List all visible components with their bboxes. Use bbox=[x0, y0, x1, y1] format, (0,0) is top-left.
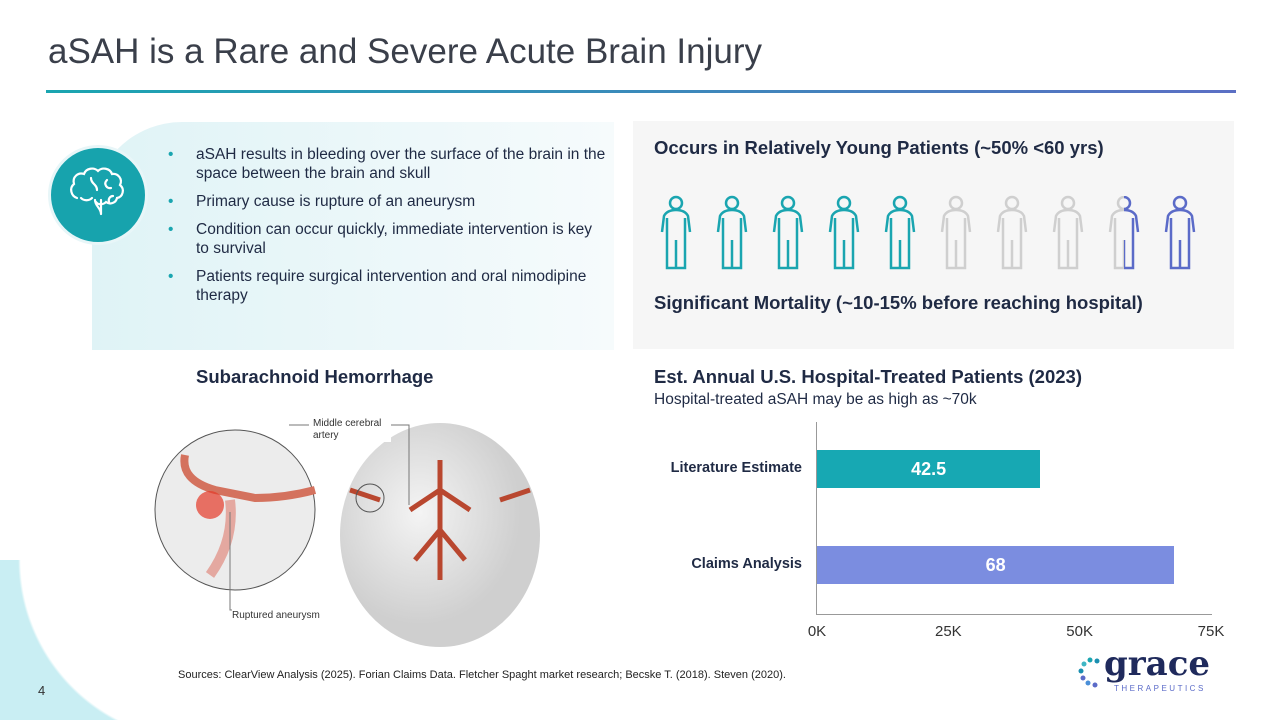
x-tick-label: 0K bbox=[807, 623, 827, 640]
sources-footnote: Sources: ClearView Analysis (2025). Fori… bbox=[178, 669, 786, 681]
artery-label: Middle cerebral artery bbox=[313, 418, 391, 442]
person-figure bbox=[884, 195, 916, 270]
page-number: 4 bbox=[38, 683, 46, 698]
x-tick-label: 25K bbox=[934, 623, 962, 640]
person-figure bbox=[940, 195, 972, 270]
category-label: Claims Analysis bbox=[691, 556, 802, 572]
fact-item: aSAH results in bleeding over the surfac… bbox=[168, 145, 608, 183]
x-axis-line bbox=[816, 614, 1212, 615]
illustration-heading: Subarachnoid Hemorrhage bbox=[196, 366, 434, 387]
fact-list: aSAH results in bleeding over the surfac… bbox=[168, 145, 608, 314]
brain-icon bbox=[48, 145, 148, 245]
grace-logo-wordmark: grace bbox=[1104, 644, 1211, 684]
fact-item: Primary cause is rupture of an aneurysm bbox=[168, 192, 608, 211]
x-tick-label: 75K bbox=[1197, 623, 1225, 640]
person-figure bbox=[660, 195, 692, 270]
bar: 68 bbox=[817, 546, 1175, 584]
chart-subheading: Hospital-treated aSAH may be as high as … bbox=[654, 391, 977, 408]
mortality-heading: Significant Mortality (~10-15% before re… bbox=[654, 292, 1143, 313]
person-figure bbox=[716, 195, 748, 270]
fact-item: Patients require surgical intervention a… bbox=[168, 267, 608, 305]
aneurysm-label: Ruptured aneurysm bbox=[232, 610, 320, 622]
grace-logo-mark bbox=[1076, 652, 1102, 693]
young-patients-heading: Occurs in Relatively Young Patients (~50… bbox=[654, 137, 1104, 158]
fact-item: Condition can occur quickly, immediate i… bbox=[168, 220, 608, 258]
chart-heading: Est. Annual U.S. Hospital-Treated Patien… bbox=[654, 366, 1083, 387]
person-figure bbox=[772, 195, 804, 270]
bar: 42.5 bbox=[817, 450, 1041, 488]
grace-logo-tagline: THERAPEUTICS bbox=[1114, 684, 1206, 693]
brain-hemorrhage-illustration bbox=[154, 423, 540, 647]
person-figure bbox=[1108, 196, 1140, 270]
category-label: Literature Estimate bbox=[670, 460, 802, 476]
corner-decoration bbox=[0, 560, 200, 720]
person-figure bbox=[1052, 195, 1084, 270]
slide-title: aSAH is a Rare and Severe Acute Brain In… bbox=[48, 32, 762, 71]
y-axis-line bbox=[816, 422, 817, 615]
person-figure bbox=[1164, 195, 1196, 270]
person-pictogram bbox=[660, 195, 1196, 270]
person-figure bbox=[828, 195, 860, 270]
x-tick-label: 50K bbox=[1066, 623, 1094, 640]
title-divider bbox=[46, 90, 1236, 93]
person-figure bbox=[996, 195, 1028, 270]
